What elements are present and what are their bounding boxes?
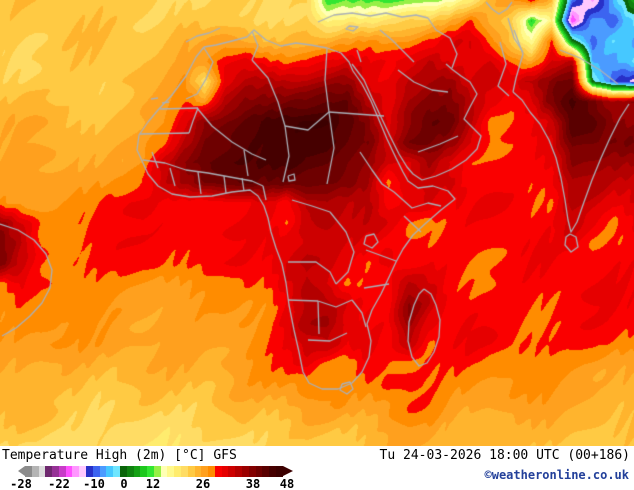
colorbar-segment xyxy=(201,466,209,477)
colorbar-segment xyxy=(99,466,107,477)
colorbar-segment xyxy=(180,466,188,477)
colorbar-segment xyxy=(92,466,100,477)
temperature-colorbar xyxy=(18,466,293,477)
colorbar-segment xyxy=(269,466,276,477)
colorbar-segment xyxy=(86,466,93,477)
colorbar-segment xyxy=(58,466,66,477)
colorbar-segment xyxy=(248,466,256,477)
colorbar-tick-label: -22 xyxy=(48,477,70,490)
colorbar-arrow-left xyxy=(18,466,25,476)
colorbar-segment xyxy=(25,466,32,477)
colorbar-segment xyxy=(65,466,73,477)
colorbar-segment xyxy=(126,466,134,477)
colorbar-segment xyxy=(113,466,120,477)
colorbar-segment xyxy=(72,466,80,477)
colorbar-segment xyxy=(221,466,229,477)
colorbar-segment xyxy=(31,466,39,477)
colorbar-segment xyxy=(52,466,59,477)
colorbar-tick-label: 48 xyxy=(279,477,295,490)
colorbar-segment xyxy=(140,466,148,477)
copyright-link[interactable]: ©weatheronline.co.uk xyxy=(484,468,630,482)
legend-bar: Temperature High (2m) [°C] GFS Tu 24-03-… xyxy=(0,446,634,490)
colorbar-segment xyxy=(160,466,168,477)
colorbar-segment xyxy=(275,466,283,477)
colorbar-segment xyxy=(133,466,141,477)
colorbar-segment xyxy=(45,466,53,477)
colorbar-segment xyxy=(79,466,87,477)
colorbar-tick-label: -10 xyxy=(83,477,105,490)
colorbar-tick-label: 0 xyxy=(120,477,128,490)
map-title: Temperature High (2m) [°C] GFS xyxy=(2,448,237,463)
colorbar-tick-label: 26 xyxy=(195,477,211,490)
colorbar-segment xyxy=(255,466,263,477)
colorbar-tick-labels: -28 -22 -10 0 12 26 38 48 xyxy=(0,477,320,490)
colorbar-segment xyxy=(262,466,270,477)
forecast-timestamp: Tu 24-03-2026 18:00 UTC (00+186) xyxy=(379,448,630,463)
colorbar-tick-label: 38 xyxy=(245,477,261,490)
colorbar-segment xyxy=(153,466,161,477)
colorbar-segment xyxy=(242,466,249,477)
colorbar-segment xyxy=(228,466,236,477)
colorbar-segment xyxy=(147,466,154,477)
colorbar-segment xyxy=(187,466,195,477)
temperature-map-canvas xyxy=(0,0,634,446)
colorbar-tick-label: -28 xyxy=(10,477,32,490)
colorbar-segment xyxy=(119,466,127,477)
colorbar-tick-label: 12 xyxy=(145,477,161,490)
colorbar-segment xyxy=(167,466,175,477)
colorbar-segment xyxy=(174,466,181,477)
colorbar-segment xyxy=(194,466,202,477)
colorbar-arrow-right xyxy=(282,466,293,476)
colorbar-segment xyxy=(106,466,114,477)
colorbar-segment xyxy=(38,466,46,477)
colorbar-segment xyxy=(235,466,242,477)
colorbar-segment xyxy=(208,466,215,477)
colorbar-segment xyxy=(214,466,222,477)
